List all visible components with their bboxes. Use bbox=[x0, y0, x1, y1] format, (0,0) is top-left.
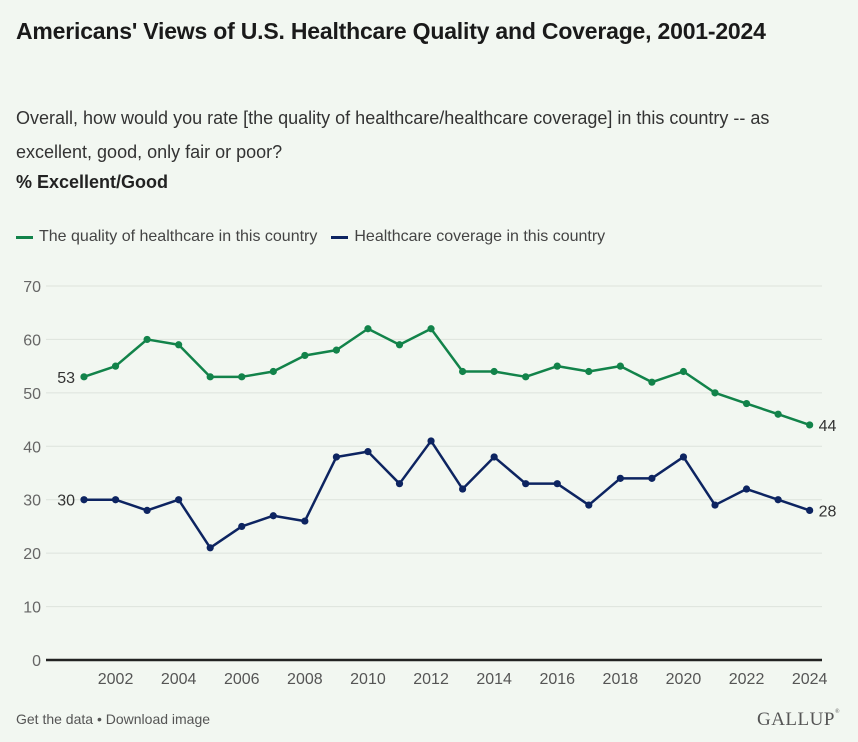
legend-label-quality: The quality of healthcare in this countr… bbox=[39, 228, 318, 245]
data-point bbox=[774, 410, 782, 418]
series-coverage: 30 28 bbox=[57, 437, 837, 552]
measure-label: % Excellent/Good bbox=[16, 172, 169, 192]
chart-subtitle: Overall, how would you rate [the quality… bbox=[16, 108, 770, 162]
data-point bbox=[301, 517, 309, 525]
x-tick-label: 2020 bbox=[666, 671, 702, 688]
data-point bbox=[364, 448, 372, 456]
data-point bbox=[585, 367, 593, 376]
y-tick-label: 10 bbox=[23, 600, 41, 617]
legend-swatch-quality bbox=[16, 235, 33, 239]
data-point bbox=[143, 335, 151, 344]
data-point bbox=[459, 485, 467, 493]
data-point bbox=[111, 496, 120, 504]
data-point bbox=[522, 480, 530, 488]
x-tick-label: 2022 bbox=[729, 671, 765, 688]
series-line bbox=[83, 327, 811, 427]
data-point bbox=[206, 373, 214, 381]
series-line bbox=[84, 439, 811, 550]
data-point bbox=[269, 367, 277, 376]
data-point bbox=[238, 522, 246, 531]
data-point bbox=[111, 362, 120, 370]
data-point bbox=[490, 453, 498, 461]
footer-separator: • bbox=[96, 711, 102, 727]
x-tick-label: 2006 bbox=[224, 671, 260, 688]
line-chart: 0 10 20 30 40 50 60 70 2002 2004 2006 2008 2010 2012… bbox=[23, 279, 837, 688]
y-tick-label: 40 bbox=[23, 439, 41, 456]
x-tick-label: 2024 bbox=[792, 671, 828, 688]
legend: The quality of healthcare in this countr… bbox=[16, 228, 605, 246]
data-point bbox=[332, 346, 340, 354]
x-axis: 2002 2004 2006 2008 2010 2012 2014 2016 2018 2020… bbox=[98, 671, 828, 688]
data-label-last: 28 bbox=[819, 503, 837, 520]
data-point bbox=[238, 373, 246, 381]
legend-item-quality[interactable]: The quality of healthcare in this countr… bbox=[16, 228, 317, 246]
data-point bbox=[395, 480, 404, 488]
legend-item-coverage[interactable]: Healthcare coverage in this country bbox=[331, 228, 605, 246]
y-tick-label: 50 bbox=[23, 386, 41, 403]
data-point bbox=[364, 325, 372, 333]
y-tick-label: 20 bbox=[23, 546, 41, 563]
y-tick-label: 60 bbox=[23, 332, 41, 349]
data-point bbox=[490, 367, 498, 376]
x-tick-label: 2016 bbox=[539, 671, 575, 688]
data-point bbox=[206, 544, 214, 552]
data-point bbox=[711, 389, 719, 397]
gallup-logo-text: GALLUP bbox=[756, 709, 835, 730]
data-point bbox=[459, 367, 467, 376]
series-group: 53 44 30 28 bbox=[57, 325, 837, 552]
get-data-link[interactable]: Get the data bbox=[16, 711, 94, 727]
data-point bbox=[648, 474, 656, 482]
chart-title: Americans' Views of U.S. Healthcare Qual… bbox=[16, 18, 766, 44]
data-point bbox=[648, 378, 656, 386]
y-axis: 0 10 20 30 40 50 60 70 bbox=[23, 279, 41, 670]
legend-label-coverage: Healthcare coverage in this country bbox=[354, 228, 606, 245]
footer-links: Get the data • Download image bbox=[16, 711, 210, 727]
data-point bbox=[427, 437, 435, 445]
data-point bbox=[742, 399, 751, 408]
data-point bbox=[616, 362, 624, 370]
x-tick-label: 2002 bbox=[98, 671, 134, 688]
data-point bbox=[269, 512, 277, 520]
data-point bbox=[679, 367, 688, 376]
data-point bbox=[679, 453, 688, 461]
data-label-first: 30 bbox=[57, 493, 75, 510]
data-point bbox=[522, 373, 530, 381]
download-image-link[interactable]: Download image bbox=[105, 711, 211, 727]
x-tick-label: 2012 bbox=[413, 671, 449, 688]
x-tick-label: 2004 bbox=[161, 671, 197, 688]
data-point bbox=[175, 341, 183, 349]
data-point bbox=[332, 453, 340, 461]
data-label-first: 53 bbox=[57, 370, 75, 387]
data-point bbox=[711, 501, 719, 509]
x-tick-label: 2014 bbox=[476, 671, 512, 688]
data-point bbox=[616, 474, 624, 482]
y-tick-label: 0 bbox=[32, 653, 41, 670]
y-tick-label: 30 bbox=[23, 493, 41, 510]
data-point bbox=[175, 496, 183, 504]
data-point bbox=[301, 351, 309, 360]
data-point bbox=[806, 421, 814, 429]
series-quality: 53 44 bbox=[57, 325, 837, 435]
data-point bbox=[80, 496, 88, 504]
data-point bbox=[742, 485, 751, 493]
gallup-logo: GALLUP® bbox=[756, 709, 840, 730]
x-tick-label: 2010 bbox=[350, 671, 386, 688]
data-point bbox=[553, 480, 561, 488]
data-point bbox=[553, 362, 561, 370]
data-point bbox=[143, 506, 151, 514]
data-point bbox=[395, 341, 404, 349]
data-point bbox=[774, 496, 782, 504]
x-tick-label: 2018 bbox=[603, 671, 639, 688]
data-point bbox=[585, 501, 593, 509]
data-point bbox=[427, 325, 435, 333]
x-tick-label: 2008 bbox=[287, 671, 323, 688]
y-tick-label: 70 bbox=[23, 279, 41, 296]
legend-swatch-coverage bbox=[331, 235, 349, 239]
data-point bbox=[806, 506, 814, 514]
data-label-last: 44 bbox=[819, 418, 837, 435]
data-point bbox=[80, 373, 88, 381]
